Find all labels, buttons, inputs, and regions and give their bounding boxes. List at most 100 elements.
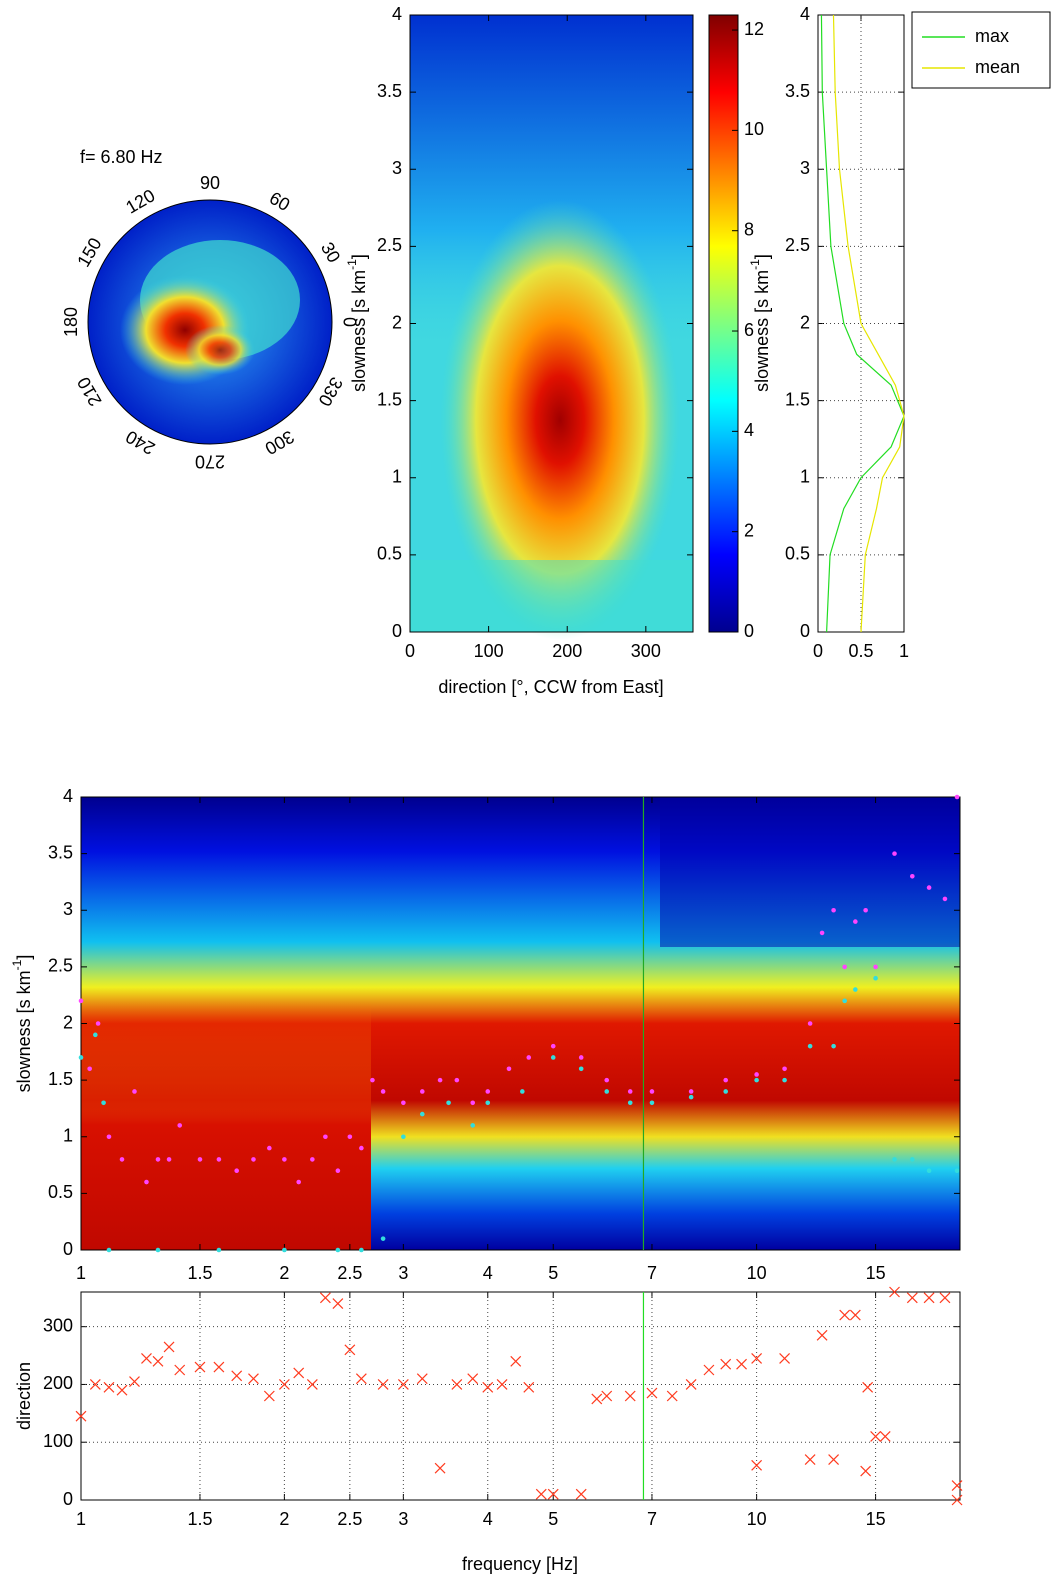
point [649,1089,655,1094]
legend-label: mean [975,57,1020,77]
point [526,1055,532,1060]
angle-tick-label: 330 [314,374,346,410]
y-tick-label: 300 [43,1315,73,1335]
point [278,1379,290,1390]
point [419,1111,425,1117]
point [926,1168,932,1174]
point [141,1353,152,1364]
point [344,1344,356,1356]
y-tick-label: 4 [392,4,402,24]
y-axis-label-part: -1 [748,259,762,270]
point [889,1286,900,1298]
x-tick-label: 5 [548,1263,558,1283]
y-tick-label: 1 [392,467,402,487]
point [370,1077,375,1083]
y-axis-label-part: slowness [s km [14,970,34,1092]
point [863,907,868,913]
point [853,987,858,992]
point [550,1055,556,1060]
angle-tick-label: 30 [317,239,344,266]
point [103,1381,115,1393]
point [380,1089,386,1094]
point [263,1390,275,1402]
spectrogram-image [81,797,960,1250]
y-tick-label: 200 [43,1373,73,1393]
colorbar-tick-label: 2 [744,520,754,540]
colorbar-tick-label: 10 [744,119,764,139]
x-tick-label: 4 [483,1263,493,1283]
y-tick-label: 4 [800,4,810,24]
point [520,1089,525,1094]
y-tick-label: 3.5 [48,842,73,862]
point [451,1379,463,1390]
x-tick-label: 300 [631,641,661,661]
x-tick-label: 15 [866,1509,886,1529]
y-tick-label: 1.5 [377,389,402,409]
colorbar-tick-label: 8 [744,219,754,239]
point [75,1410,87,1422]
y-tick-label: 2 [392,312,402,332]
x-tick-label: 3 [398,1509,408,1529]
y-axis-label: direction [14,1362,34,1430]
point [251,1157,256,1162]
point [437,1077,443,1083]
y-tick-label: 4 [63,786,73,806]
y-axis-label-part: slowness [s km [349,270,369,392]
point [319,1292,331,1304]
point [78,998,84,1004]
point [282,1247,287,1253]
y-axis-label: slowness [s km-1] [10,955,34,1093]
point [782,1077,787,1083]
point [751,1459,763,1471]
y-axis-label-part: ] [14,955,34,960]
y-tick-label: 2.5 [785,235,810,255]
point [213,1361,225,1373]
point [306,1379,318,1390]
point [401,1134,406,1140]
point [332,1298,344,1309]
heatmap-image [410,15,693,640]
point [627,1100,633,1106]
x-axis-label: direction [°, CCW from East] [438,677,663,697]
y-tick-label: 0 [63,1489,73,1509]
angle-tick-label: 210 [73,374,105,410]
point [804,1454,816,1465]
point [485,1089,491,1094]
y-tick-label: 3 [800,158,810,178]
plot-frame [80,1291,961,1501]
angle-tick-label: 300 [262,426,298,458]
point [720,1358,732,1370]
y-tick-label: 1.5 [48,1069,73,1089]
point [892,1157,897,1162]
colorbar-tick-label: 0 [744,621,754,641]
point [248,1373,259,1385]
y-tick-label: 2 [63,1012,73,1032]
x-tick-label: 1.5 [187,1509,212,1529]
point [89,1379,101,1390]
point [688,1089,694,1094]
point [862,1381,874,1393]
point [578,1055,584,1060]
y-axis-label-part: slowness [s km [752,270,772,392]
point [152,1355,164,1367]
point [106,1247,112,1253]
point [535,1488,547,1500]
point [496,1379,508,1390]
point [482,1381,494,1393]
point [939,1292,951,1304]
profile-line [820,14,905,633]
point [723,1077,729,1083]
point [355,1373,367,1385]
point [807,1021,813,1026]
y-axis-label-part: ] [752,254,772,259]
x-tick-label: 3 [398,1263,408,1283]
point [849,1309,861,1321]
y-tick-label: 0.5 [785,544,810,564]
point [601,1390,613,1402]
point [923,1292,935,1304]
point [335,1168,341,1174]
point [736,1358,747,1370]
angle-tick-label: 0 [339,317,359,327]
point [649,1100,655,1106]
point [910,873,915,879]
